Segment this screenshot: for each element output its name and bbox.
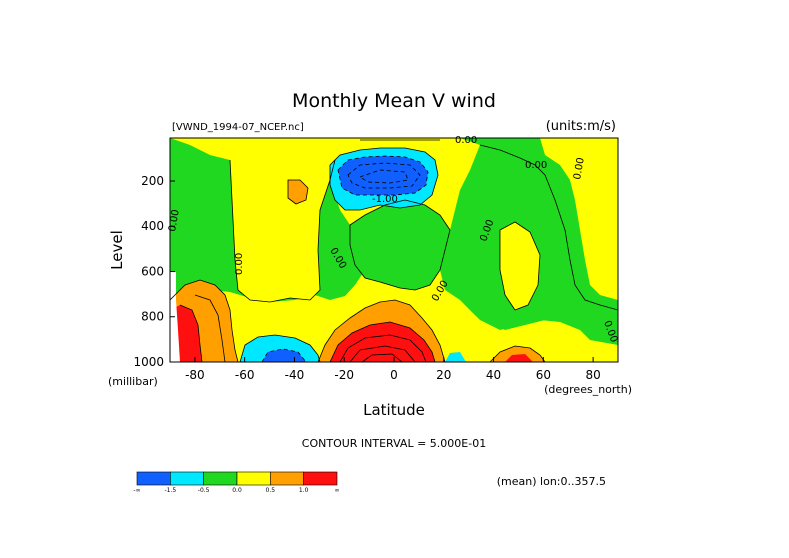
- contour-line: [349, 345, 416, 362]
- x-tick-label: 80: [585, 368, 600, 382]
- contour-label: 0.00: [234, 253, 245, 275]
- colorbar-label: -∞: [133, 487, 140, 494]
- y-axis-label: Level: [108, 230, 126, 270]
- mean-lon-text: (mean) lon:0..357.5: [497, 475, 606, 488]
- fill-region-orange-north: [490, 346, 545, 362]
- contour-line: [287, 179, 309, 205]
- contour-line-dashed: [261, 348, 307, 362]
- contour-line: [361, 353, 403, 362]
- y-axis: 200 400 600 800 1000: [133, 174, 175, 369]
- colorbar-swatch: [203, 471, 238, 486]
- fill-region-blue-south: [262, 349, 306, 362]
- y-tick-label: 1000: [133, 355, 164, 369]
- x-tick-label: -80: [185, 368, 205, 382]
- contour-line: [317, 299, 446, 362]
- contour-line-dashed: [347, 162, 421, 189]
- colorbar: -∞ -1.5 -0.5 0.0 0.5 1.0 ∞: [133, 471, 340, 494]
- contour-label: 0.00: [572, 157, 587, 181]
- colorbar-swatch: [136, 471, 171, 486]
- fill-region-green-center: [350, 200, 450, 290]
- colorbar-label: 0.5: [266, 487, 276, 494]
- colorbar-swatch: [170, 471, 204, 486]
- contour-line-dashed: [337, 155, 429, 196]
- contour-line: [229, 159, 336, 303]
- colorbar-swatch: [236, 471, 271, 486]
- y-tick-label: 200: [141, 174, 164, 188]
- x-tick-label: -40: [285, 368, 305, 382]
- contour-line: [339, 334, 427, 362]
- contour-line: [194, 294, 226, 362]
- colorbar-label: 0.0: [232, 487, 242, 494]
- colorbar-swatch: [303, 471, 338, 486]
- fill-region-yellow-north: [540, 138, 618, 300]
- contour-line: [489, 345, 546, 362]
- contour-line: [329, 321, 436, 362]
- y-tick-label: 800: [141, 310, 164, 324]
- fill-region-yellow-east-inner: [500, 222, 540, 310]
- x-tick-label: -60: [235, 368, 255, 382]
- contour-label: 0.00: [525, 160, 547, 171]
- x-tick-label: 20: [436, 368, 451, 382]
- file-label: [VWND_1994-07_NCEP.nc]: [172, 122, 304, 133]
- plot-area: [170, 138, 618, 362]
- contour-line: [239, 334, 321, 362]
- contour-label: -1.00: [372, 194, 398, 205]
- x-tick-label: 40: [486, 368, 501, 382]
- contour-line: [329, 147, 439, 211]
- fill-region-green-east: [458, 145, 618, 345]
- units-label: (units:m/s): [546, 119, 616, 134]
- x-tick-label: 60: [536, 368, 551, 382]
- y-axis-unit: (millibar): [108, 375, 158, 388]
- fill-region-red-equator: [330, 322, 435, 362]
- x-axis-unit: (degrees_north): [544, 383, 632, 396]
- colorbar-label: -1.5: [164, 487, 176, 494]
- colorbar-label: ∞: [335, 487, 340, 494]
- chart-title: Monthly Mean V wind: [292, 90, 496, 112]
- contour-interval-text: CONTOUR INTERVAL = 5.000E-01: [302, 437, 486, 450]
- contour-line-dashed: [359, 169, 409, 184]
- contour-line: [170, 279, 239, 362]
- colorbar-swatch: [270, 471, 304, 486]
- x-tick-label: -20: [334, 368, 354, 382]
- fill-region-yellow-west: [170, 138, 335, 302]
- fill-region-blue-upper: [338, 156, 428, 195]
- contour-line: [499, 221, 541, 311]
- fill-region-orange-upper: [288, 180, 308, 204]
- colorbar-label: 1.0: [299, 487, 309, 494]
- fill-region-red-north: [505, 354, 533, 362]
- contour-line: [479, 144, 618, 311]
- y-tick-label: 400: [141, 219, 164, 233]
- contour-line: [349, 199, 451, 291]
- y-tick-label: 600: [141, 264, 164, 278]
- colorbar-label: -0.5: [198, 487, 210, 494]
- contour-line: [179, 304, 203, 362]
- fill-region-yellow-center: [170, 138, 618, 362]
- x-axis: -80 -60 -40 -20 0 20 40 60 80: [185, 357, 601, 382]
- x-axis-label: Latitude: [363, 401, 425, 419]
- fill-region-cyan-small: [445, 352, 466, 362]
- x-tick-label: 0: [390, 368, 398, 382]
- contour-label: 0.00: [455, 135, 477, 146]
- contour-lines: [170, 139, 618, 362]
